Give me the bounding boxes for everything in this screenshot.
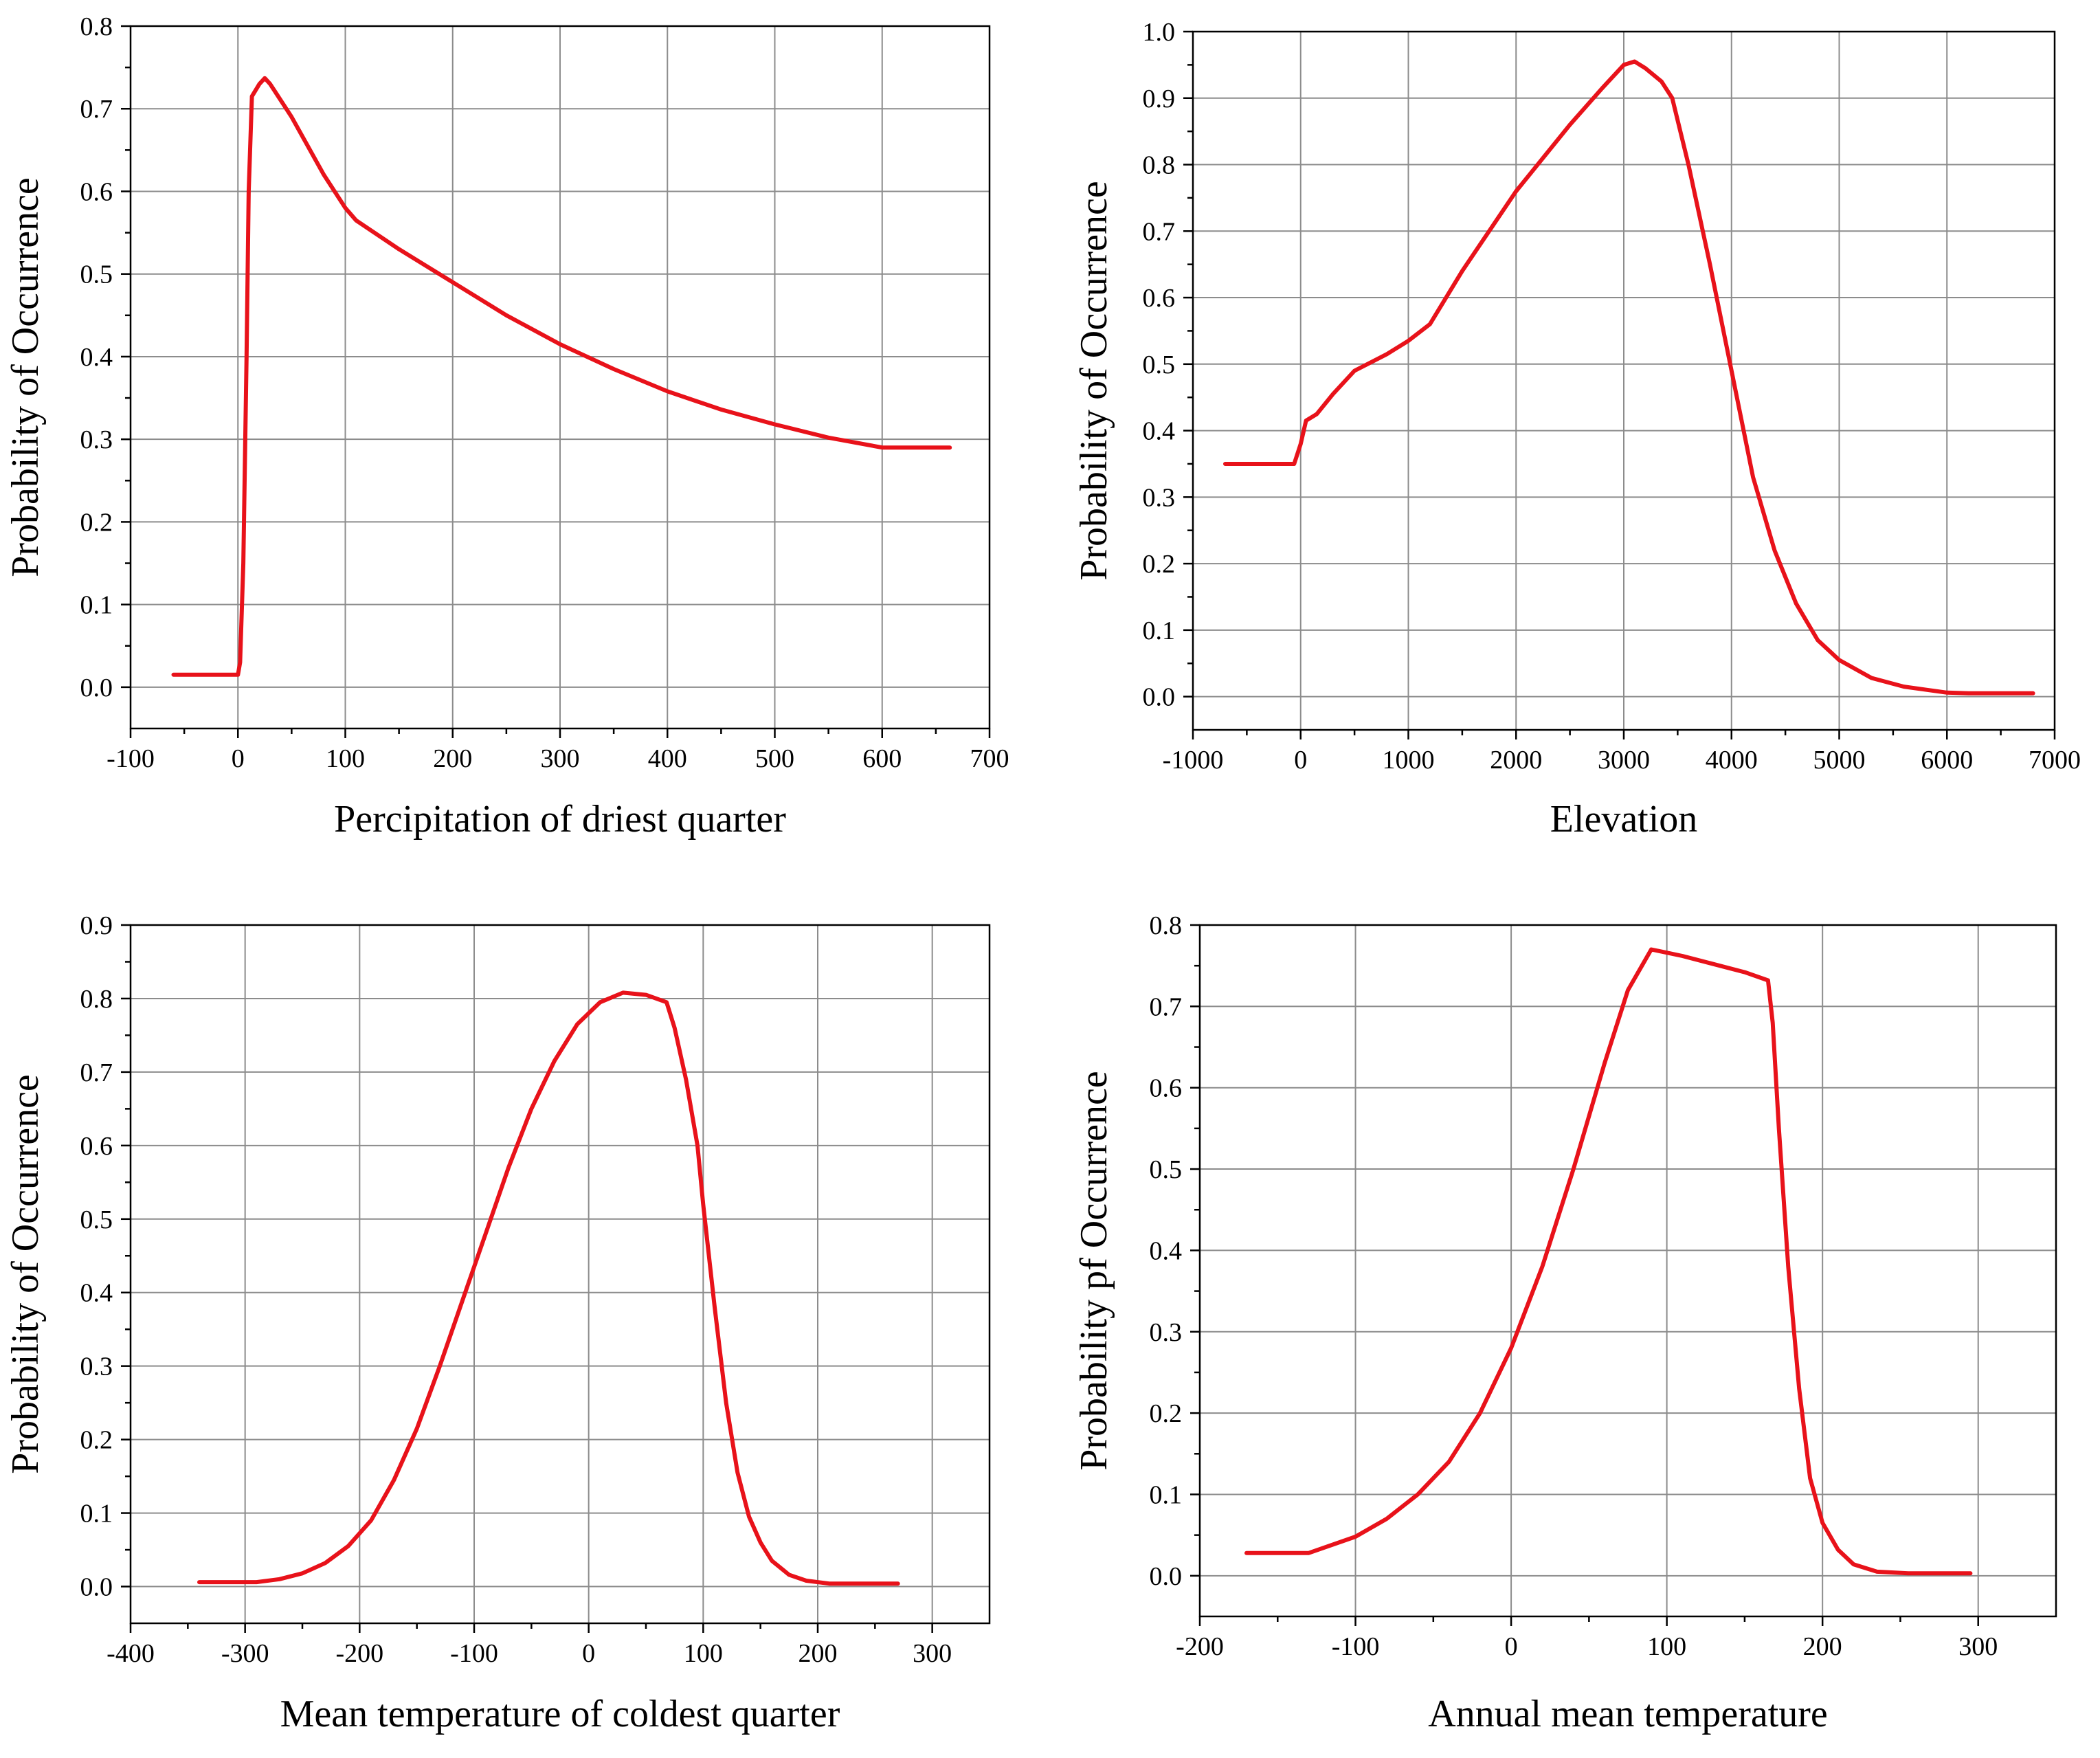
y-tick-label: 0.3	[1143, 483, 1176, 512]
y-tick-label: 0.5	[80, 260, 113, 289]
y-tick-label: 0.2	[1143, 550, 1176, 579]
y-tick-label: 0.9	[80, 911, 113, 940]
y-tick-label: 0.1	[1150, 1480, 1183, 1509]
x-tick-label: 300	[541, 744, 580, 773]
y-tick-label: 0.2	[1150, 1399, 1183, 1428]
x-tick-label: 0	[1505, 1632, 1518, 1661]
x-tick-label: 200	[433, 744, 472, 773]
x-tick-label: 7000	[2029, 746, 2081, 775]
chart-panel-coldest-quarter-temperature: -400 -300 -200 -100 0 100 200 300 0.0 0.1 0.2 0.3 0.…	[4, 911, 991, 1735]
x-tick-label: -200	[1176, 1632, 1224, 1661]
y-axis-label: Probability of Occurrence	[1073, 181, 1115, 581]
y-tick-label: 1.0	[1143, 18, 1176, 47]
plot-frame	[129, 924, 991, 1625]
x-tick-label: 3000	[1598, 746, 1650, 775]
x-tick-label: 200	[1803, 1632, 1842, 1661]
x-tick-label: 200	[798, 1639, 838, 1668]
x-tick-label: 2000	[1490, 746, 1542, 775]
y-tick-label: 0.1	[80, 1500, 113, 1528]
y-axis-label: Probability pf Occurrence	[1073, 1071, 1115, 1471]
y-tick-label: 0.7	[1143, 217, 1176, 246]
y-tick-label: 0.6	[80, 1132, 113, 1161]
x-tick-label: -100	[107, 744, 155, 773]
y-tick-label: 0.5	[1143, 351, 1176, 379]
y-tick-label: 0.2	[80, 508, 113, 537]
y-tick-label: 0.7	[80, 95, 113, 124]
x-tick-label: 100	[1647, 1632, 1686, 1661]
y-axis-label: Probability of Occurrence	[4, 177, 47, 577]
series-line-response	[1244, 947, 1973, 1576]
x-axis-label: Mean temperature of coldest quarter	[280, 1693, 840, 1735]
y-tick-label: 0.5	[1150, 1155, 1183, 1184]
x-tick-label: 600	[862, 744, 902, 773]
y-tick-label: 0.7	[80, 1058, 113, 1087]
y-tick-label: 0.0	[1143, 683, 1176, 712]
y-tick-label: 0.7	[1150, 992, 1183, 1021]
y-tick-label: 0.8	[80, 12, 113, 41]
x-tick-label: -200	[336, 1639, 384, 1668]
x-tick-label: 5000	[1813, 746, 1866, 775]
y-tick-label: 0.1	[1143, 616, 1176, 645]
x-tick-label: 100	[326, 744, 365, 773]
y-axis-label: Probability of Occurrence	[4, 1074, 47, 1474]
x-tick-label: -100	[1332, 1632, 1380, 1661]
x-tick-label: 500	[755, 744, 794, 773]
y-tick-label: 0.6	[1150, 1074, 1183, 1103]
y-tick-label: 0.3	[1150, 1318, 1183, 1347]
x-tick-label: -1000	[1163, 746, 1224, 775]
y-tick-label: 0.8	[1150, 911, 1183, 940]
series-line-response	[1223, 59, 2035, 696]
series-line-response	[171, 76, 952, 677]
y-tick-label: 0.4	[1143, 417, 1176, 446]
chart-panel-annual-mean-temperature: -200 -100 0 100 200 300 0.0 0.1 0.2 0.3 0.4 0.5 0.6 0…	[1073, 911, 2057, 1735]
y-tick-label: 0.4	[1150, 1236, 1183, 1265]
x-tick-label: 700	[970, 744, 1009, 773]
x-tick-label: 400	[648, 744, 687, 773]
y-tick-label: 0.3	[80, 425, 113, 454]
x-tick-label: 0	[232, 744, 245, 773]
y-tick-label: 0.6	[80, 177, 113, 206]
y-tick-label: 0.5	[80, 1205, 113, 1234]
y-tick-label: 0.8	[80, 985, 113, 1014]
chart-panel-precipitation: -100 0 100 200 300 400 500 600 700 0.0 0.1 0.2 0.3 0.…	[4, 12, 1009, 841]
x-tick-label: 100	[684, 1639, 723, 1668]
x-axis-label: Percipitation of driest quarter	[334, 798, 786, 841]
x-tick-label: 300	[913, 1639, 952, 1668]
chart-panel-elevation: -1000 0 1000 2000 3000 4000 5000 6000 7000 0.0 0.1…	[1073, 18, 2081, 841]
x-tick-label: 300	[1958, 1632, 1998, 1661]
x-axis-label: Annual mean temperature	[1428, 1693, 1828, 1735]
x-tick-label: -100	[450, 1639, 498, 1668]
x-tick-label: 6000	[1921, 746, 1973, 775]
y-tick-label: 0.0	[1150, 1562, 1183, 1591]
x-tick-label: 4000	[1706, 746, 1758, 775]
y-tick-label: 0.3	[80, 1353, 113, 1381]
y-tick-label: 0.6	[1143, 284, 1176, 313]
plot-frame	[1198, 924, 2057, 1618]
x-tick-label: 0	[1294, 746, 1307, 775]
y-tick-label: 0.1	[80, 591, 113, 620]
y-tick-label: 0.9	[1143, 85, 1176, 113]
x-tick-label: -400	[107, 1639, 155, 1668]
x-axis-label: Elevation	[1550, 798, 1698, 841]
y-tick-label: 0.4	[80, 1279, 113, 1308]
x-tick-label: -300	[221, 1639, 269, 1668]
y-tick-label: 0.0	[80, 674, 113, 702]
series-line-response	[197, 990, 900, 1586]
y-tick-label: 0.2	[80, 1426, 113, 1455]
y-tick-label: 0.0	[80, 1573, 113, 1602]
x-tick-label: 1000	[1383, 746, 1435, 775]
y-tick-label: 0.4	[80, 343, 113, 372]
y-tick-label: 0.8	[1143, 151, 1176, 180]
x-tick-label: 0	[582, 1639, 595, 1668]
